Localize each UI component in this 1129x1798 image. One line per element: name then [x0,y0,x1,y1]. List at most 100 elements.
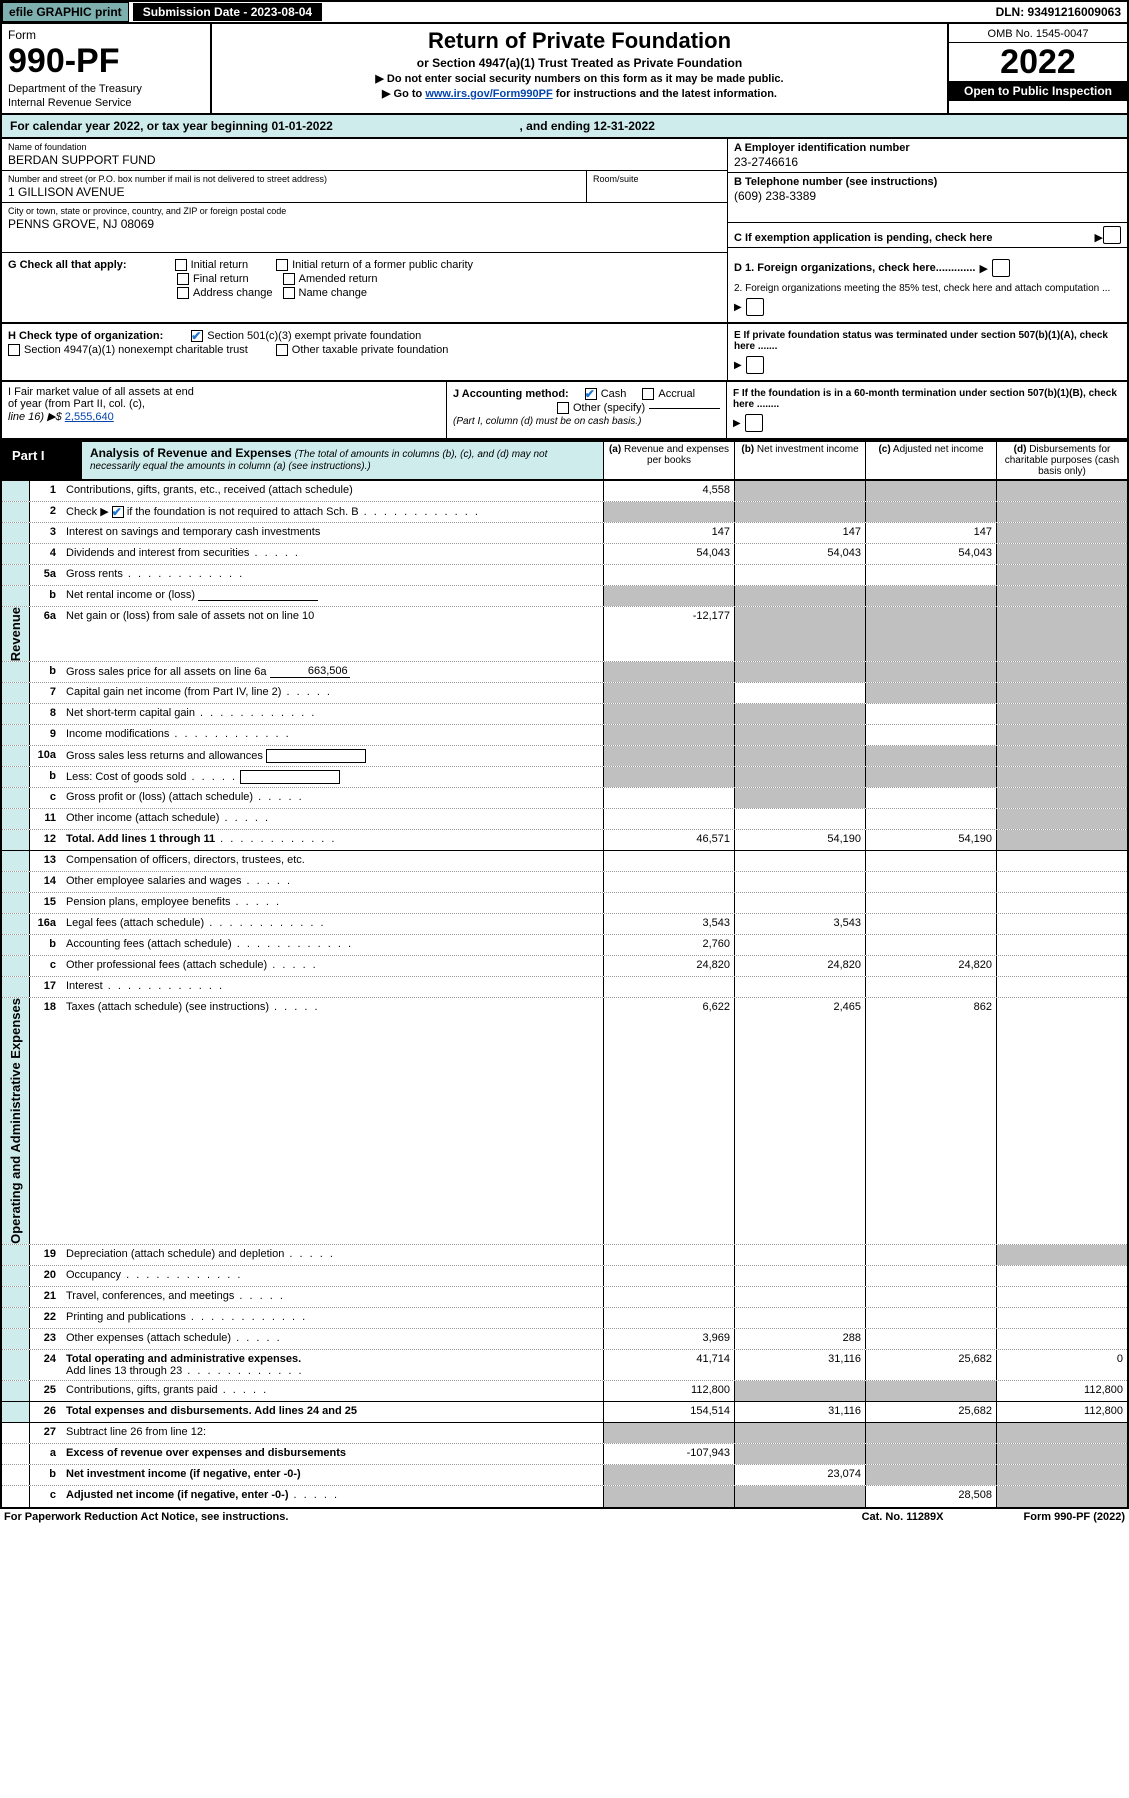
col-c-header: (c) Adjusted net income [865,442,996,479]
i-fmv-label-2: of year (from Part II, col. (c), [8,398,440,410]
foundation-name-cell: Name of foundation BERDAN SUPPORT FUND [2,139,727,171]
row-1: 1 Contributions, gifts, grants, etc., re… [2,481,1127,502]
row-3: 3Interest on savings and temporary cash … [2,523,1127,544]
ein-cell: A Employer identification number 23-2746… [728,139,1127,173]
g-initial-former-checkbox[interactable] [276,259,288,271]
row-13: 13Compensation of officers, directors, t… [2,851,1127,872]
j-accrual-checkbox[interactable] [642,388,654,400]
efile-print-button[interactable]: efile GRAPHIC print [2,2,129,22]
open-inspection-badge: Open to Public Inspection [949,81,1127,101]
row-21: 21Travel, conferences, and meetings [2,1287,1127,1308]
row-27: 27Subtract line 26 from line 12: [2,1423,1127,1444]
footer-form: Form 990-PF (2022) [1024,1511,1125,1523]
row-25: 25Contributions, gifts, grants paid 112,… [2,1381,1127,1402]
g-label: G Check all that apply: [8,259,127,271]
goto-note: ▶ Go to www.irs.gov/Form990PF for instru… [220,87,939,100]
row-26: 26Total expenses and disbursements. Add … [2,1402,1127,1423]
dept-treasury: Department of the Treasury [8,83,204,95]
row-5a: 5aGross rents [2,565,1127,586]
col-d-header: (d) Disbursements for charitable purpose… [996,442,1127,479]
r1-a: 4,558 [603,481,734,501]
h-e-block: H Check type of organization: Section 50… [0,324,1129,382]
form-number: 990-PF [8,42,204,81]
submission-date-label: Submission Date - 2023-08-04 [133,3,322,21]
i-j-f-block: I Fair market value of all assets at end… [0,382,1129,440]
row-27a: aExcess of revenue over expenses and dis… [2,1444,1127,1465]
row-6b: bGross sales price for all assets on lin… [2,662,1127,683]
dln-label: DLN: 93491216009063 [990,3,1127,21]
row-2: 2 Check ▶ if the foundation is not requi… [2,502,1127,523]
g-address-change-checkbox[interactable] [177,287,189,299]
part-i-tab: Part I [2,442,82,479]
g-amended-checkbox[interactable] [283,273,295,285]
row-27c: cAdjusted net income (if negative, enter… [2,1486,1127,1507]
tax-year: 2022 [949,45,1127,79]
row-11: 11Other income (attach schedule) [2,809,1127,830]
part-i-header: Part I Analysis of Revenue and Expenses … [0,440,1129,481]
row-6a: Revenue 6aNet gain or (loss) from sale o… [2,607,1127,662]
row-9: 9Income modifications [2,725,1127,746]
e-label: E If private foundation status was termi… [734,330,1121,352]
row-7: 7Capital gain net income (from Part IV, … [2,683,1127,704]
row-22: 22Printing and publications [2,1308,1127,1329]
revenue-section-label: Revenue [8,607,23,661]
c-exemption-row: C If exemption application is pending, c… [728,223,1127,248]
part-i-title: Analysis of Revenue and Expenses [90,446,291,460]
row-16c: cOther professional fees (attach schedul… [2,956,1127,977]
row-17: 17Interest [2,977,1127,998]
d1-label: D 1. Foreign organizations, check here..… [734,262,975,274]
dept-irs: Internal Revenue Service [8,97,204,109]
telephone-value: (609) 238-3389 [734,189,1121,203]
d1-checkbox[interactable] [992,259,1010,277]
g-d-block: G Check all that apply: Initial return I… [0,253,1129,324]
j-cash-checkbox[interactable] [585,388,597,400]
row-16a: 16aLegal fees (attach schedule) 3,5433,5… [2,914,1127,935]
omb-number: OMB No. 1545-0047 [949,26,1127,43]
part-i-grid: 1 Contributions, gifts, grants, etc., re… [0,481,1129,1509]
f-checkbox[interactable] [745,414,763,432]
row-24: 24Total operating and administrative exp… [2,1350,1127,1381]
i-fmv-value[interactable]: 2,555,640 [65,411,114,423]
expenses-section-label: Operating and Administrative Expenses [8,998,23,1244]
row-10c: cGross profit or (loss) (attach schedule… [2,788,1127,809]
row-5b: bNet rental income or (loss) [2,586,1127,607]
c-checkbox[interactable] [1103,226,1121,244]
calendar-year-row: For calendar year 2022, or tax year begi… [0,115,1129,139]
d2-label: 2. Foreign organizations meeting the 85%… [734,283,1110,294]
col-a-header: (a) Revenue and expenses per books [603,442,734,479]
form990pf-link[interactable]: www.irs.gov/Form990PF [425,88,552,100]
row-20: 20Occupancy [2,1266,1127,1287]
row-19: 19Depreciation (attach schedule) and dep… [2,1245,1127,1266]
g-name-change-checkbox[interactable] [283,287,295,299]
telephone-cell: B Telephone number (see instructions) (6… [728,173,1127,223]
e-checkbox[interactable] [746,356,764,374]
i-fmv-label-1: I Fair market value of all assets at end [8,386,440,398]
h-other-taxable-checkbox[interactable] [276,344,288,356]
form-title: Return of Private Foundation [220,28,939,54]
h-501c3-checkbox[interactable] [191,330,203,342]
top-bar: efile GRAPHIC print Submission Date - 20… [0,0,1129,24]
row-15: 15Pension plans, employee benefits [2,893,1127,914]
form-subtitle: or Section 4947(a)(1) Trust Treated as P… [220,56,939,70]
street-address: 1 GILLISON AVENUE [8,185,580,199]
street-cell: Number and street (or P.O. box number if… [2,171,587,202]
ssn-note: ▶ Do not enter social security numbers o… [220,72,939,85]
page-footer: For Paperwork Reduction Act Notice, see … [0,1509,1129,1525]
footer-left: For Paperwork Reduction Act Notice, see … [4,1511,288,1523]
j-label: J Accounting method: [453,388,569,400]
form-word: Form [8,28,204,42]
h-4947-checkbox[interactable] [8,344,20,356]
row-16b: bAccounting fees (attach schedule) 2,760 [2,935,1127,956]
row-23: 23Other expenses (attach schedule) 3,969… [2,1329,1127,1350]
city-cell: City or town, state or province, country… [2,203,727,253]
g-final-return-checkbox[interactable] [177,273,189,285]
row-10a: 10aGross sales less returns and allowanc… [2,746,1127,767]
city-state-zip: PENNS GROVE, NJ 08069 [8,217,721,231]
schb-not-required-checkbox[interactable] [112,506,124,518]
j-other-checkbox[interactable] [557,402,569,414]
g-initial-return-checkbox[interactable] [175,259,187,271]
d2-checkbox[interactable] [746,298,764,316]
footer-catno: Cat. No. 11289X [862,1511,944,1523]
r6b-inline-amount: 663,506 [270,665,350,678]
identification-block: Name of foundation BERDAN SUPPORT FUND N… [0,139,1129,253]
